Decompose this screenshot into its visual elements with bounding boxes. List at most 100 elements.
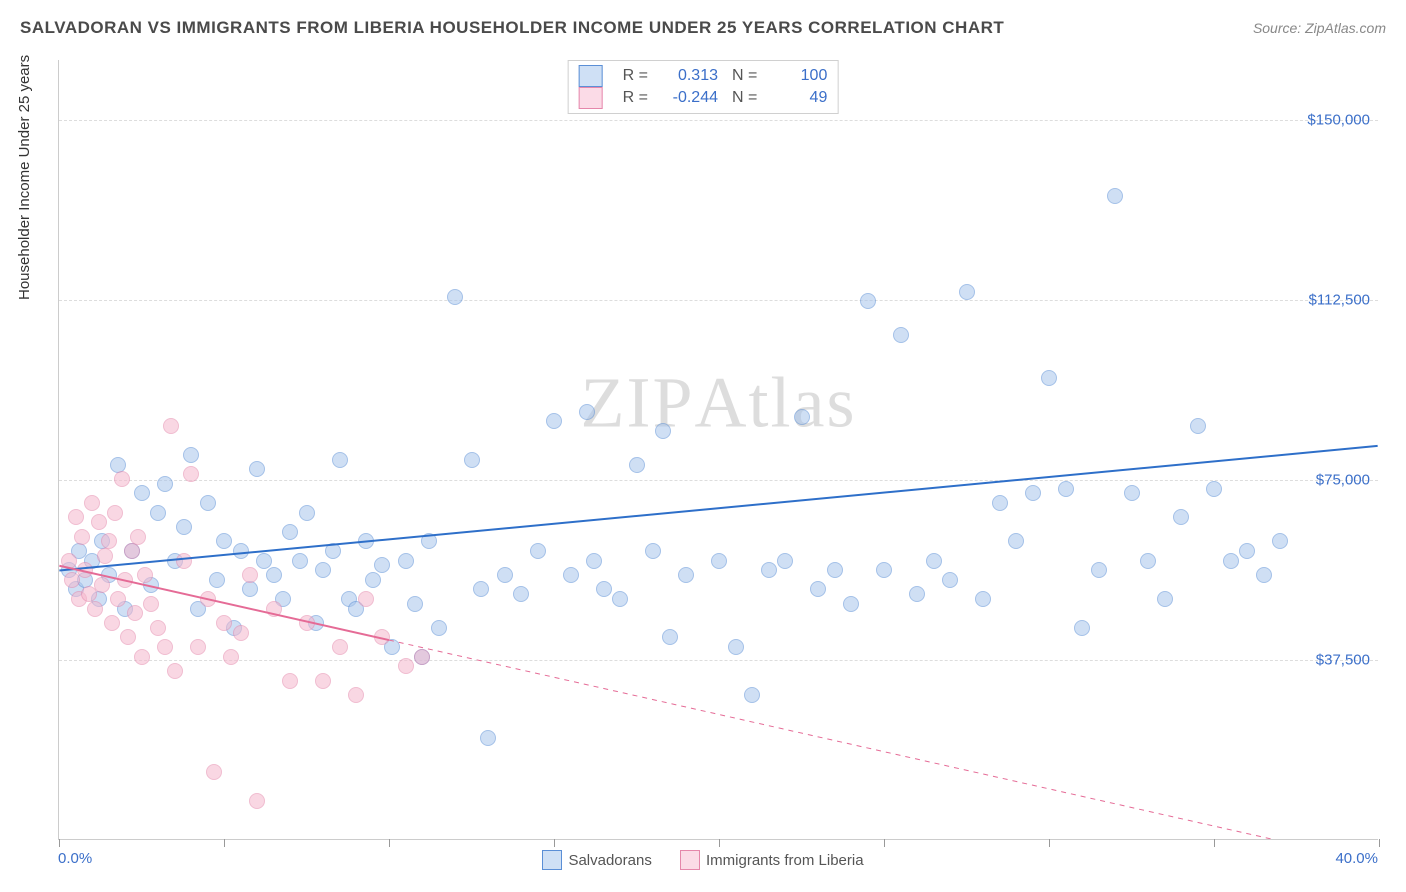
scatter-point-series2 (130, 529, 146, 545)
scatter-point-series1 (586, 553, 602, 569)
scatter-point-series1 (761, 562, 777, 578)
scatter-point-series1 (242, 581, 258, 597)
scatter-point-series1 (1140, 553, 1156, 569)
scatter-point-series2 (223, 649, 239, 665)
scatter-point-series2 (358, 591, 374, 607)
gridline (59, 660, 1378, 661)
scatter-point-series1 (447, 289, 463, 305)
scatter-point-series1 (134, 485, 150, 501)
scatter-point-series1 (183, 447, 199, 463)
scatter-point-series1 (1107, 188, 1123, 204)
scatter-point-series1 (579, 404, 595, 420)
scatter-point-series1 (374, 557, 390, 573)
scatter-point-series2 (101, 533, 117, 549)
scatter-point-series2 (282, 673, 298, 689)
scatter-point-series1 (299, 505, 315, 521)
scatter-point-series1 (655, 423, 671, 439)
stats-n-series2: 49 (767, 89, 827, 107)
scatter-point-series1 (1239, 543, 1255, 559)
scatter-point-series1 (843, 596, 859, 612)
scatter-point-series1 (513, 586, 529, 602)
stats-row-series1: R = 0.313 N = 100 (579, 65, 828, 87)
scatter-point-series2 (91, 514, 107, 530)
scatter-point-series1 (744, 687, 760, 703)
scatter-point-series2 (216, 615, 232, 631)
correlation-stats-box: R = 0.313 N = 100 R = -0.244 N = 49 (568, 60, 839, 114)
scatter-point-series1 (678, 567, 694, 583)
scatter-point-series2 (398, 658, 414, 674)
scatter-point-series1 (407, 596, 423, 612)
scatter-point-series2 (114, 471, 130, 487)
scatter-point-series1 (711, 553, 727, 569)
scatter-point-series2 (374, 629, 390, 645)
scatter-point-series2 (266, 601, 282, 617)
scatter-point-series1 (365, 572, 381, 588)
scatter-point-series1 (975, 591, 991, 607)
scatter-point-series2 (150, 620, 166, 636)
trend-lines-layer (59, 60, 1378, 839)
scatter-point-series2 (117, 572, 133, 588)
scatter-point-series1 (612, 591, 628, 607)
scatter-point-series2 (206, 764, 222, 780)
scatter-point-series1 (777, 553, 793, 569)
scatter-point-series1 (563, 567, 579, 583)
scatter-point-series1 (157, 476, 173, 492)
scatter-point-series1 (332, 452, 348, 468)
scatter-point-series2 (77, 562, 93, 578)
scatter-point-series1 (1041, 370, 1057, 386)
scatter-point-series1 (233, 543, 249, 559)
scatter-point-series2 (163, 418, 179, 434)
scatter-point-series2 (127, 605, 143, 621)
stats-row-series2: R = -0.244 N = 49 (579, 87, 828, 109)
x-tick (884, 839, 885, 847)
legend-swatch-series2 (680, 850, 700, 870)
scatter-point-series1 (1058, 481, 1074, 497)
scatter-point-series1 (530, 543, 546, 559)
scatter-point-series2 (68, 509, 84, 525)
scatter-point-series2 (124, 543, 140, 559)
scatter-point-series2 (94, 577, 110, 593)
scatter-point-series2 (233, 625, 249, 641)
scatter-point-series1 (473, 581, 489, 597)
scatter-point-series1 (876, 562, 892, 578)
stats-r-series2: -0.244 (658, 89, 718, 107)
scatter-point-series2 (137, 567, 153, 583)
stats-r-series1: 0.313 (658, 67, 718, 85)
stats-swatch-series1 (579, 65, 603, 87)
legend-item-series2: Immigrants from Liberia (680, 850, 864, 870)
source-credit: Source: ZipAtlas.com (1253, 20, 1386, 36)
scatter-point-series2 (120, 629, 136, 645)
scatter-point-series2 (167, 663, 183, 679)
legend-label-series2: Immigrants from Liberia (706, 852, 864, 869)
legend-swatch-series1 (542, 850, 562, 870)
scatter-point-series2 (107, 505, 123, 521)
scatter-point-series1 (629, 457, 645, 473)
stats-n-series1: 100 (767, 67, 827, 85)
scatter-point-series2 (134, 649, 150, 665)
scatter-point-series2 (183, 466, 199, 482)
scatter-point-series2 (84, 495, 100, 511)
scatter-point-series1 (1173, 509, 1189, 525)
scatter-point-series1 (909, 586, 925, 602)
scatter-point-series2 (200, 591, 216, 607)
scatter-point-series2 (299, 615, 315, 631)
scatter-point-series1 (315, 562, 331, 578)
bottom-legend: Salvadorans Immigrants from Liberia (0, 850, 1406, 874)
scatter-point-series1 (325, 543, 341, 559)
scatter-point-series1 (992, 495, 1008, 511)
gridline (59, 300, 1378, 301)
stats-n-label: N = (732, 67, 757, 85)
scatter-point-series1 (546, 413, 562, 429)
chart-plot-area: ZIPAtlas $37,500$75,000$112,500$150,000 (58, 60, 1378, 840)
scatter-point-series2 (176, 553, 192, 569)
scatter-point-series1 (110, 457, 126, 473)
scatter-point-series1 (358, 533, 374, 549)
scatter-point-series1 (959, 284, 975, 300)
scatter-point-series1 (150, 505, 166, 521)
scatter-point-series2 (249, 793, 265, 809)
x-tick (1214, 839, 1215, 847)
scatter-point-series1 (662, 629, 678, 645)
scatter-point-series2 (87, 601, 103, 617)
scatter-point-series1 (266, 567, 282, 583)
trend-line (389, 640, 1378, 839)
